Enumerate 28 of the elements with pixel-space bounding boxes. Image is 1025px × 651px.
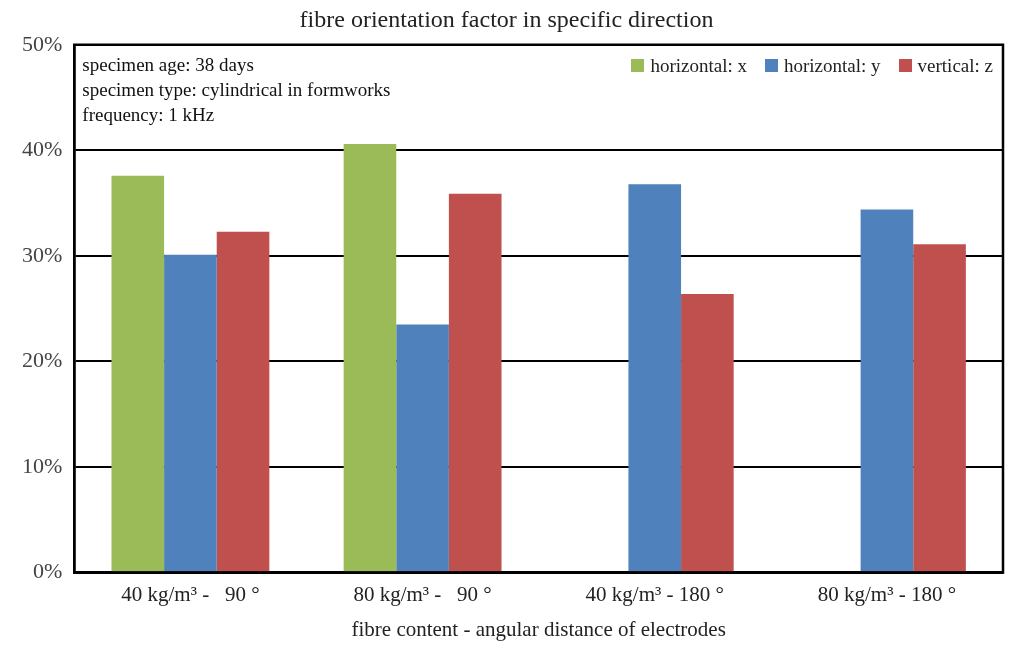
- x-tick-label: 40 kg/m³ - 180 °: [585, 581, 724, 606]
- y-tick-label: 10%: [22, 452, 63, 478]
- y-tick-label: 0%: [33, 558, 63, 584]
- y-tick-label: 20%: [22, 347, 63, 373]
- y-tick-label: 30%: [22, 241, 63, 267]
- legend-label: vertical: z: [917, 54, 993, 77]
- bar: [860, 209, 914, 572]
- bar: [396, 324, 449, 572]
- annotation: specimen type: cylindrical in formworks: [82, 79, 391, 101]
- annotation: specimen age: 38 days: [82, 54, 254, 76]
- annotation: frequency: 1 kHz: [82, 104, 215, 126]
- y-tick-label: 40%: [22, 136, 63, 162]
- bar: [628, 184, 682, 572]
- bar: [681, 293, 734, 572]
- y-tick-label: 50%: [22, 30, 63, 56]
- bar: [448, 193, 502, 572]
- x-tick-label: 40 kg/m³ - 90 °: [121, 581, 260, 606]
- x-axis-title: fibre content - angular distance of electrodes: [351, 616, 726, 641]
- bar: [111, 175, 165, 572]
- bar: [343, 144, 397, 572]
- bar: [216, 231, 270, 572]
- bar: [913, 244, 966, 572]
- chart-title: fibre orientation factor in specific direction: [299, 5, 714, 32]
- x-tick-label: 80 kg/m³ - 90 °: [353, 581, 492, 606]
- bar: [164, 254, 217, 572]
- legend-label: horizontal: x: [650, 54, 747, 77]
- x-tick-label: 80 kg/m³ - 180 °: [817, 581, 957, 606]
- legend-label: horizontal: y: [784, 54, 881, 77]
